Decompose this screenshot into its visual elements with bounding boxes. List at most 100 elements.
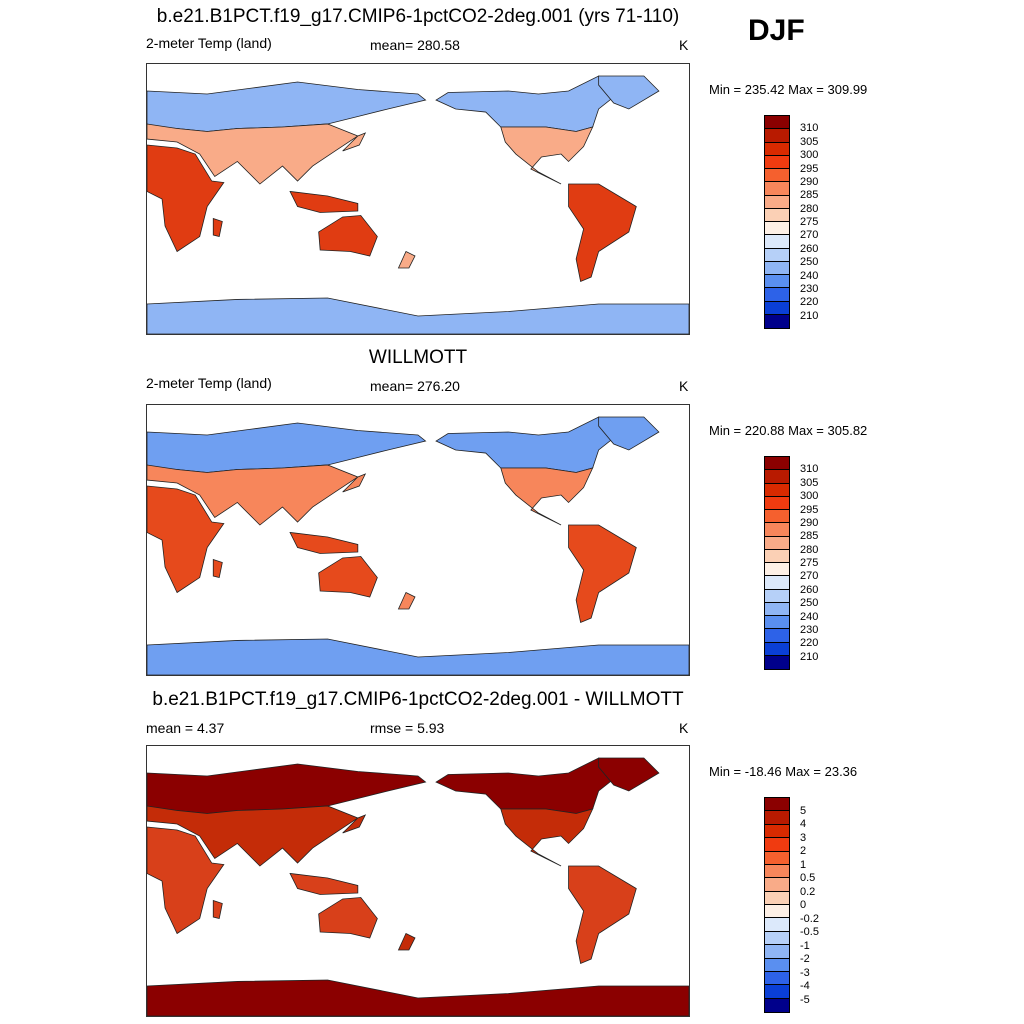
colorbar-swatch: [765, 483, 789, 497]
colorbar-tick-label: -4: [800, 980, 810, 992]
panel-3-mean: mean = 4.37: [146, 720, 225, 736]
colorbar-tick-label: 230: [800, 623, 819, 636]
colorbar-swatch: [765, 301, 789, 315]
land-north-america-north: [435, 416, 630, 473]
colorbar-tick-label: -3: [800, 966, 810, 979]
land-indonesia: [289, 872, 359, 895]
colorbar-swatch: [765, 523, 789, 537]
land-south-america: [568, 524, 637, 624]
panel-3-title: b.e21.B1PCT.f19_g17.CMIP6-1pctCO2-2deg.0…: [152, 689, 684, 710]
colorbar-swatch: [765, 116, 789, 130]
land-antarctica: [147, 979, 689, 1016]
panel-3-colorbar: [764, 797, 790, 1013]
panel-2-mean: mean= 276.20: [370, 378, 460, 394]
colorbar-swatch: [765, 222, 789, 236]
colorbar-tick-label: 285: [800, 189, 819, 202]
colorbar-swatch: [765, 496, 789, 510]
land-australia: [318, 215, 378, 257]
colorbar-tick-label: 250: [800, 597, 819, 610]
colorbar-swatch: [765, 655, 789, 669]
land-australia: [318, 556, 378, 598]
land-africa: [147, 144, 225, 253]
colorbar-swatch: [765, 182, 789, 196]
colorbar-swatch: [765, 851, 789, 865]
colorbar-swatch: [765, 470, 789, 484]
colorbar-swatch: [765, 129, 789, 143]
colorbar-tick-label: 4: [800, 818, 807, 830]
colorbar-swatch: [765, 563, 789, 577]
colorbar-swatch: [765, 824, 789, 839]
land-new-zealand: [397, 250, 416, 269]
colorbar-tick-label: 260: [800, 583, 819, 596]
colorbar-tick-label: 300: [800, 149, 819, 162]
colorbar-swatch: [765, 798, 789, 812]
colorbar-swatch: [765, 288, 789, 302]
colorbar-swatch: [765, 616, 789, 630]
colorbar-swatch: [765, 971, 789, 986]
panel-1-mean: mean= 280.58: [370, 37, 460, 53]
colorbar-swatch: [765, 878, 789, 892]
land-north-america-north: [435, 757, 630, 814]
colorbar-swatch: [765, 958, 789, 972]
colorbar-swatch: [765, 169, 789, 183]
land-japan: [342, 814, 367, 834]
land-madagascar: [212, 899, 223, 920]
colorbar-tick-label: -5: [800, 993, 810, 1006]
colorbar-tick-label: 290: [800, 516, 819, 529]
land-south-america: [568, 865, 637, 965]
panel-2-units: K: [679, 378, 689, 394]
panel-1-map: [146, 63, 690, 335]
colorbar-tick-label: 305: [800, 135, 819, 148]
land-greenland: [598, 416, 660, 451]
colorbar-tick-label: 295: [800, 503, 819, 516]
colorbar-swatch: [765, 536, 789, 550]
colorbar-tick-label: 310: [800, 122, 819, 135]
land-africa: [147, 826, 225, 935]
colorbar-tick-label: 0: [800, 899, 807, 911]
land-greenland: [598, 75, 660, 110]
land-australia: [318, 897, 378, 939]
land-madagascar: [212, 217, 223, 238]
panel-2-title: WILLMOTT: [368, 347, 468, 368]
colorbar-swatch: [765, 155, 789, 169]
colorbar-tick-label: 295: [800, 162, 819, 175]
colorbar-tick-label: 300: [800, 490, 819, 503]
colorbar-tick-label: 305: [800, 476, 819, 489]
land-eurasia-south: [147, 123, 359, 185]
colorbar-swatch: [765, 642, 789, 656]
colorbar-tick-label: 290: [800, 175, 819, 188]
colorbar-swatch: [765, 931, 789, 946]
land-madagascar: [212, 558, 223, 579]
colorbar-swatch: [765, 905, 789, 919]
panel-2-minmax: Min = 220.88 Max = 305.82: [709, 423, 868, 438]
colorbar-tick-label: 275: [800, 557, 819, 569]
land-north-america-north: [435, 75, 630, 132]
colorbar-swatch: [765, 985, 789, 999]
colorbar-tick-label: 260: [800, 242, 819, 255]
colorbar-tick-label: 270: [800, 570, 819, 583]
colorbar-tick-label: 230: [800, 282, 819, 295]
colorbar-tick-label: -2: [800, 953, 810, 965]
colorbar-swatch: [765, 235, 789, 249]
land-eurasia-south: [147, 805, 359, 867]
panel-2-map: [146, 404, 690, 676]
land-africa: [147, 485, 225, 594]
colorbar-tick-label: -1: [800, 939, 810, 952]
colorbar-tick-label: -0.5: [800, 926, 819, 938]
land-north-america-south: [500, 126, 594, 185]
land-south-america: [568, 183, 637, 283]
panel-3-rmse: rmse = 5.93: [370, 720, 445, 736]
land-eurasia-south: [147, 464, 359, 526]
colorbar-swatch: [765, 208, 789, 222]
colorbar-swatch: [765, 248, 789, 262]
colorbar-swatch: [765, 275, 789, 289]
colorbar-tick-label: 0.2: [800, 885, 816, 898]
land-eurasia-north: [147, 81, 427, 132]
land-north-america-south: [500, 467, 594, 526]
colorbar-swatch: [765, 142, 789, 156]
colorbar-swatch: [765, 457, 789, 471]
panel-1-variable: 2-meter Temp (land): [146, 35, 272, 51]
land-new-zealand: [397, 932, 416, 951]
colorbar-tick-label: 5: [800, 804, 807, 817]
season-label: DJF: [748, 14, 805, 47]
